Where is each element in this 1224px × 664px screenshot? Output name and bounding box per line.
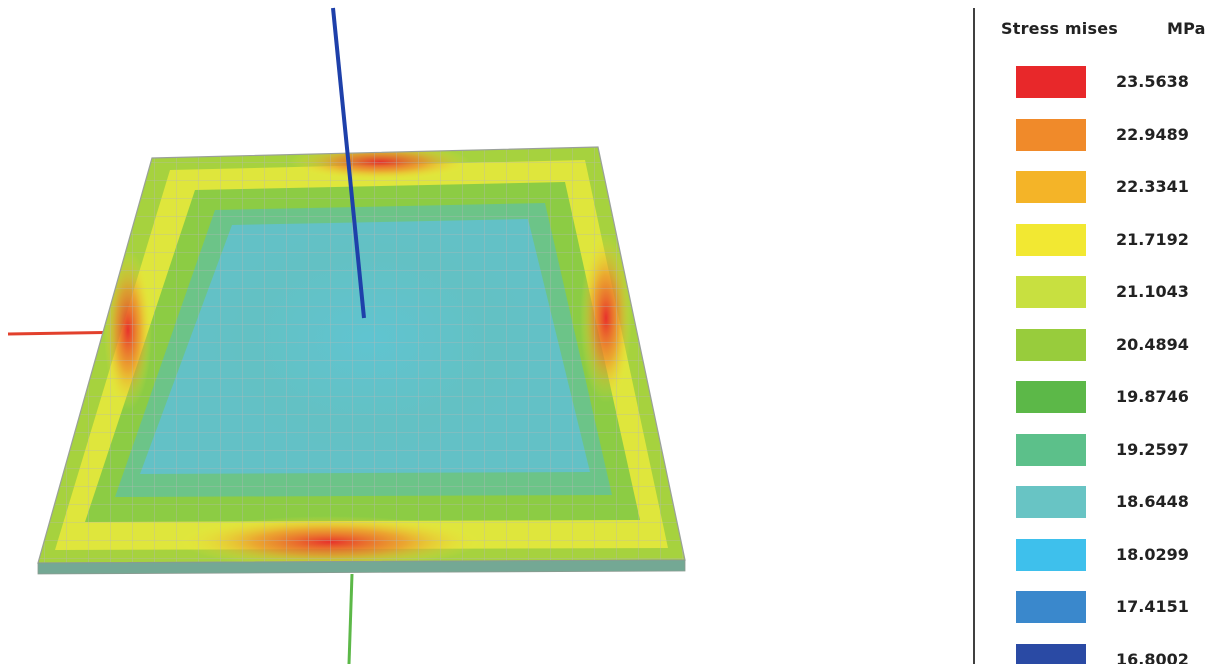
legend-entry: 19.8746 [1016,381,1216,415]
legend-entry: 23.5638 [1016,66,1216,100]
legend-entry: 18.6448 [1016,486,1216,520]
legend-color-swatch [1016,329,1086,361]
legend-color-swatch [1016,171,1086,203]
legend-entry: 20.4894 [1016,329,1216,363]
legend-entry: 21.1043 [1016,276,1216,310]
legend-entry: 21.7192 [1016,224,1216,258]
panel-divider[interactable] [973,8,975,664]
stress-plate [38,147,685,563]
legend-value: 18.0299 [1116,545,1189,564]
legend-value: 21.7192 [1116,230,1189,249]
legend-value: 23.5638 [1116,72,1189,91]
legend-entry: 22.3341 [1016,171,1216,205]
legend-color-swatch [1016,486,1086,518]
y-axis-line [347,573,354,664]
legend-color-swatch [1016,539,1086,571]
legend-color-swatch [1016,434,1086,466]
legend-color-swatch [1016,591,1086,623]
z-axis-line [331,7,366,319]
legend-title: Stress mises [1001,19,1118,38]
legend-entry: 16.8002 [1016,644,1216,664]
legend-value: 22.9489 [1116,125,1189,144]
legend-value: 22.3341 [1116,177,1189,196]
legend-entry: 22.9489 [1016,119,1216,153]
3d-viewport[interactable] [0,0,970,664]
legend-panel: Stress mises MPa 23.5638 22.9489 22.3341 21… [976,0,1224,664]
legend-entry: 19.2597 [1016,434,1216,468]
legend-entry: 18.0299 [1016,539,1216,573]
legend-value: 16.8002 [1116,650,1189,664]
legend-color-swatch [1016,381,1086,413]
plate-render [7,7,686,664]
legend-entry: 17.4151 [1016,591,1216,625]
legend-color-swatch [1016,119,1086,151]
legend-color-swatch [1016,224,1086,256]
legend-value: 20.4894 [1116,335,1189,354]
legend-value: 19.2597 [1116,440,1189,459]
legend-color-swatch [1016,644,1086,664]
legend-value: 21.1043 [1116,282,1189,301]
legend-value: 19.8746 [1116,387,1189,406]
legend-color-swatch [1016,276,1086,308]
legend-value: 17.4151 [1116,597,1189,616]
legend-value: 18.6448 [1116,492,1189,511]
legend-unit: MPa [1167,19,1206,38]
legend-color-swatch [1016,66,1086,98]
